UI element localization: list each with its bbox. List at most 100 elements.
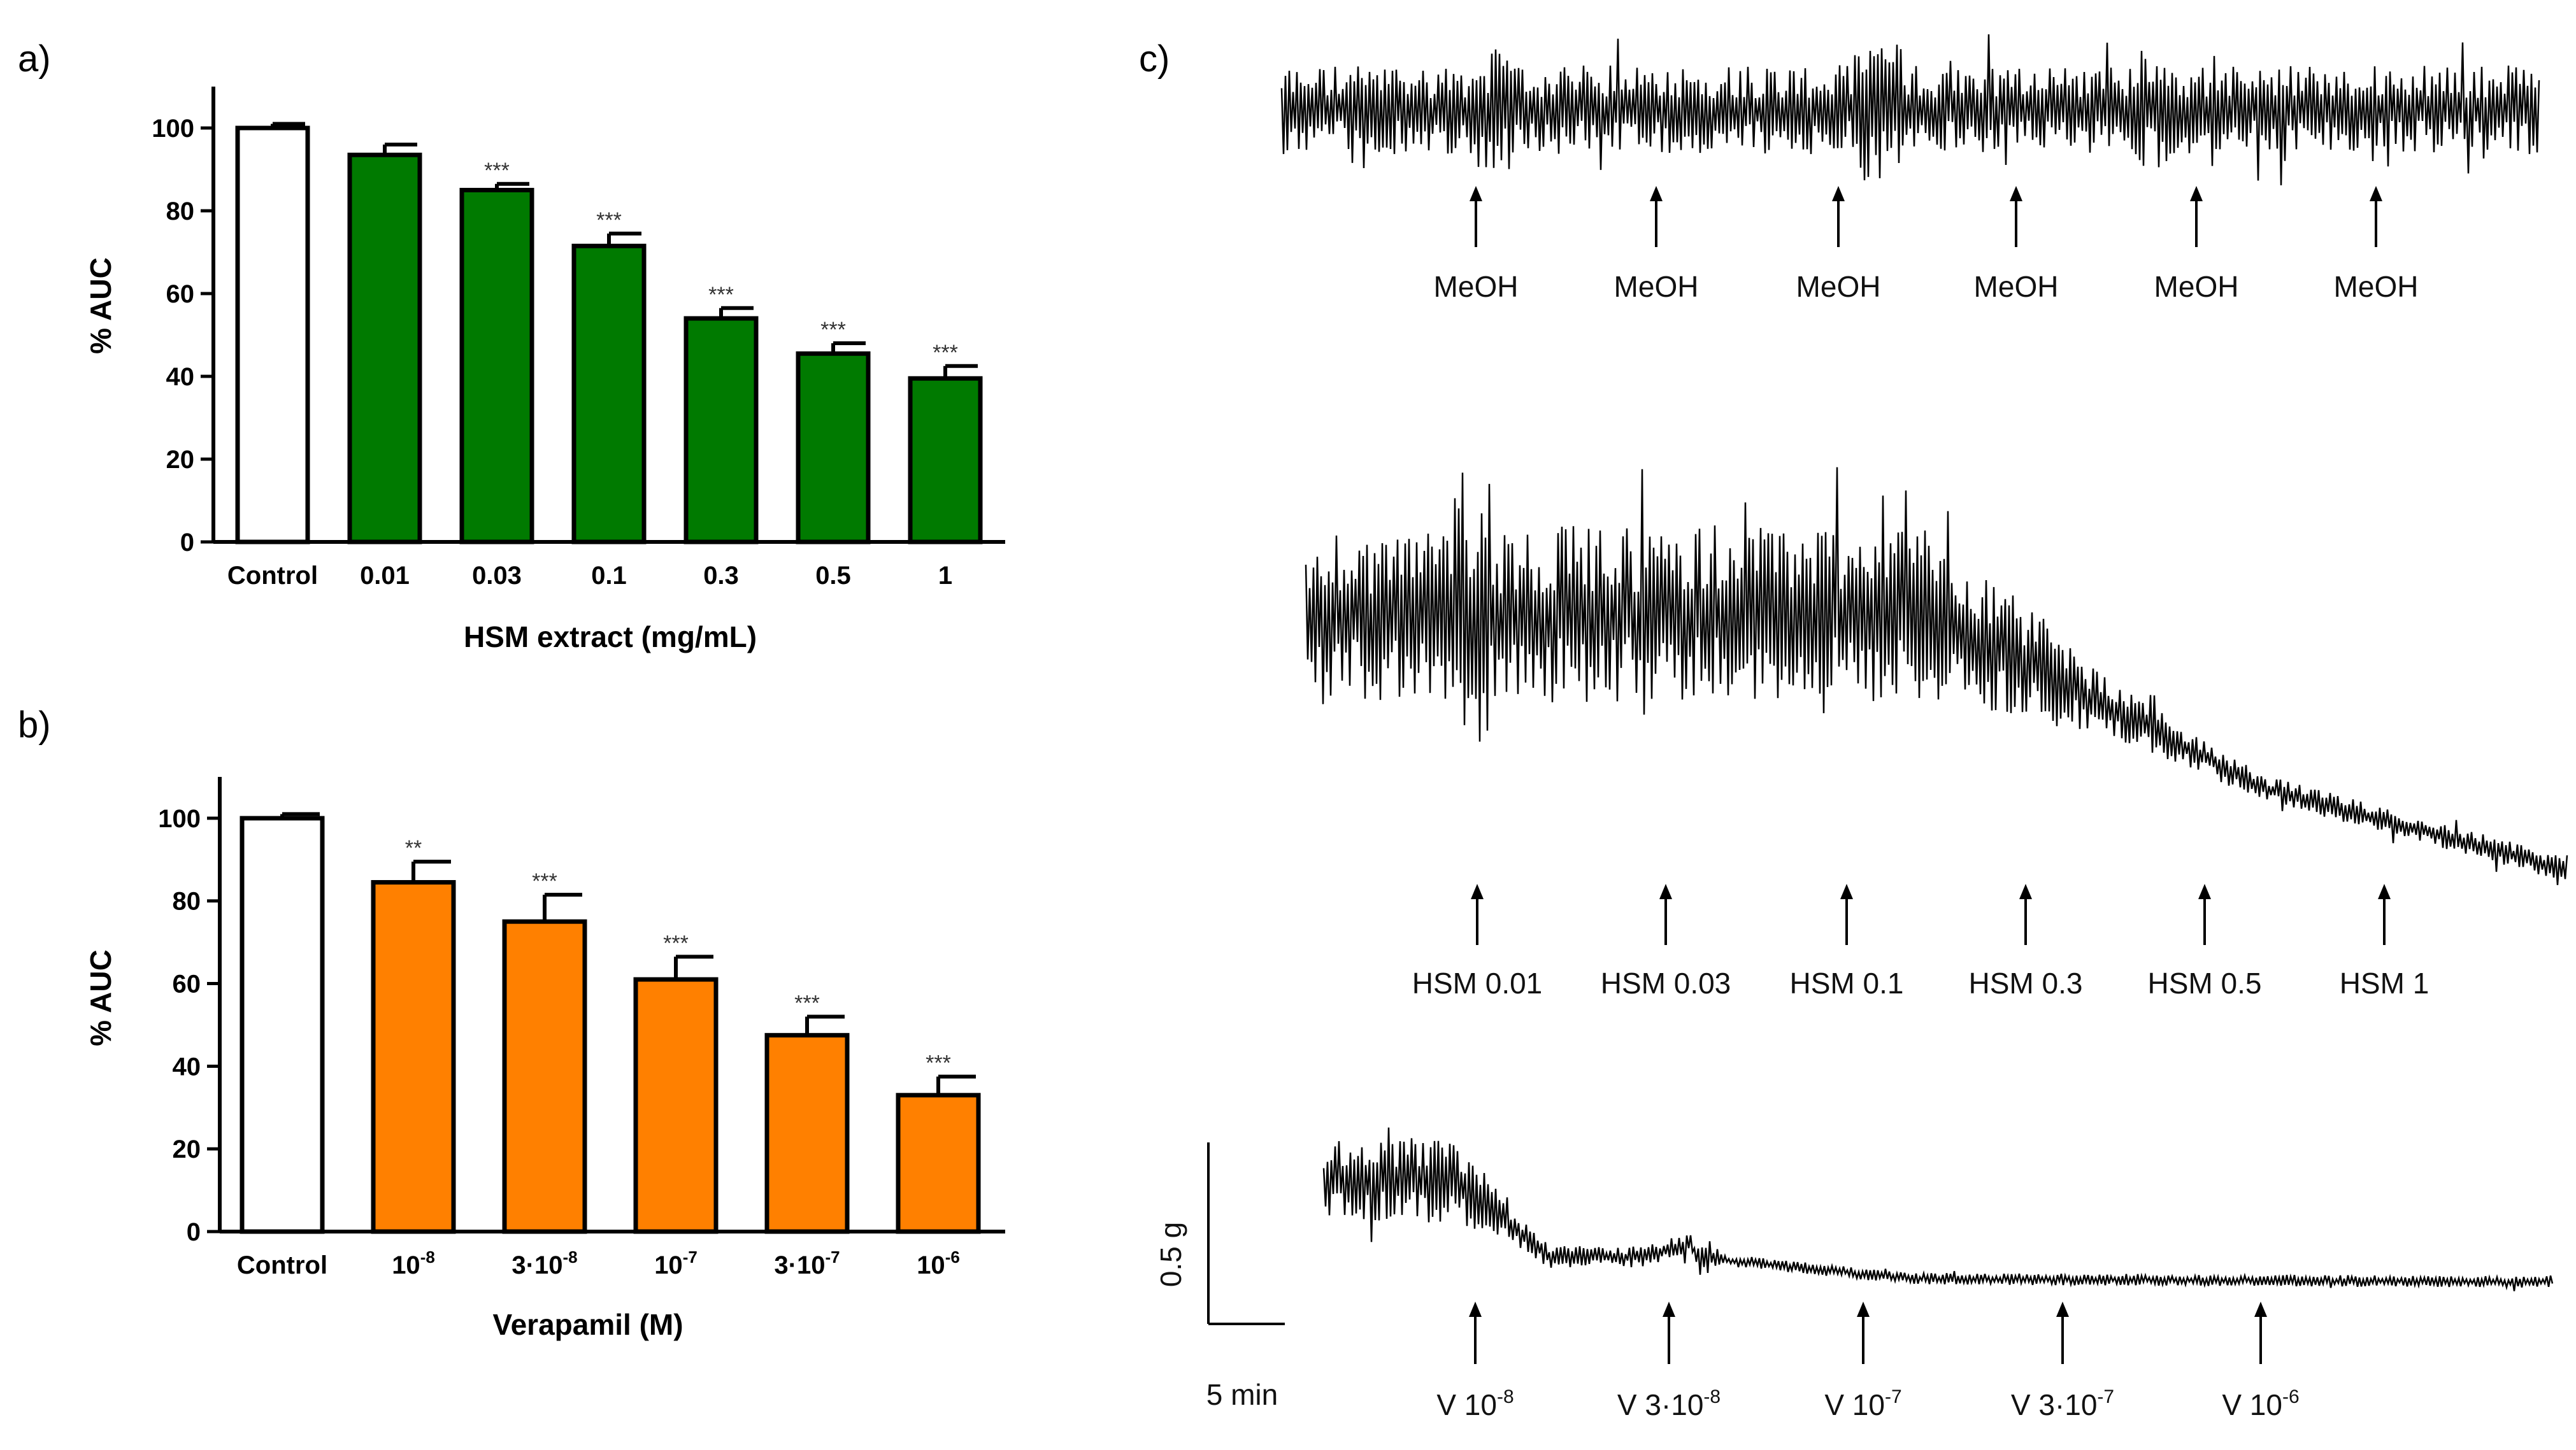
verapamil-marker-label: V 10-6 [2222,1386,2299,1421]
x-tick-label: 10-8 [392,1247,435,1279]
meoh-arrow-head [2190,186,2203,201]
panel-a-y-axis-title: % AUC [84,257,117,354]
panel-a-letter: a) [18,38,51,80]
meoh-trace [1280,34,2540,186]
bar [633,977,719,1234]
verapamil-trace [1322,1127,2554,1291]
bar [796,351,871,544]
significance-label: *** [484,159,510,183]
bar [502,919,587,1234]
hsm-marker-label: HSM 0.03 [1601,967,1731,1000]
verapamil-arrow-head [1857,1302,1870,1317]
meoh-arrow-head [2010,186,2022,201]
x-tick-label: 0.1 [591,562,627,590]
x-tick-label: 0.01 [360,562,410,590]
bar [764,1033,850,1234]
panel-b-y-axis-title: % AUC [84,949,117,1046]
addition-markers: MeOH MeOH MeOH MeOH MeOH MeOH HSM 0.01 HSM 0.03… [1412,186,2429,1421]
verapamil-arrow-head [2254,1302,2267,1317]
meoh-arrow-head [1470,186,1482,201]
bar [459,188,534,544]
hsm-marker-label: HSM 0.3 [1969,967,2083,1000]
y-tick-label: 40 [166,363,195,391]
meoh-arrow-head [1650,186,1663,201]
significance-label: *** [820,318,846,342]
hsm-trace [1305,467,2568,885]
verapamil-arrow-head [2056,1302,2069,1317]
bar [371,880,456,1234]
panel-b-plot-area: 0 20 40 60 80 100 Control ** 10-8 *** 3·10-8 *** 10-… [158,777,1005,1279]
significance-label: ** [405,836,422,860]
bar [235,125,310,544]
meoh-marker-label: MeOH [1796,270,1881,303]
x-tick-label: 0.03 [472,562,522,590]
x-tick-label: 10-6 [917,1247,960,1279]
y-tick-label: 40 [173,1053,201,1081]
y-tick-label: 0 [187,1218,201,1246]
panel-c-letter: c) [1139,38,1170,80]
y-tick-label: 100 [152,115,194,143]
verapamil-marker-label: V 3·10-7 [2011,1386,2114,1421]
y-tick-label: 100 [158,805,201,833]
bar [908,376,983,544]
bar [240,816,325,1234]
recording-traces [1280,34,2568,1291]
x-tick-label: 10-7 [654,1247,698,1279]
significance-label: *** [532,869,557,893]
y-tick-label: 60 [166,280,195,308]
meoh-arrow-head [1832,186,1845,201]
verapamil-arrow-head [1469,1302,1482,1317]
hsm-marker-label: HSM 0.01 [1412,967,1543,1000]
hsm-arrow-head [2019,884,2032,899]
meoh-marker-label: MeOH [2334,270,2419,303]
hsm-marker-label: HSM 0.5 [2148,967,2262,1000]
hsm-marker-label: HSM 1 [2340,967,2429,1000]
hsm-marker-label: HSM 0.1 [1790,967,1904,1000]
bar [571,243,647,544]
panel-a-bar-chart: a) % AUC HSM extract (mg/mL) 02040608010… [18,38,1005,653]
panel-b-letter: b) [18,704,51,746]
y-tick-label: 80 [166,197,195,225]
significance-label: *** [933,341,958,365]
verapamil-marker-label: V 10-8 [1436,1386,1513,1421]
x-tick-label: 0.5 [815,562,851,590]
scale-bar-vertical-label: 0.5 g [1154,1222,1187,1287]
panel-a-plot-area: 0 20 40 60 80 100 Control 0.01 *** 0.03 *** 0.1 *** 0… [152,87,1005,590]
panel-a-x-axis-title: HSM extract (mg/mL) [464,620,757,653]
bar [896,1093,981,1234]
verapamil-arrow-head [1663,1302,1675,1317]
panel-b-x-axis-title: Verapamil (M) [492,1308,683,1341]
meoh-marker-label: MeOH [1614,270,1699,303]
significance-label: *** [926,1051,951,1076]
meoh-arrow-head [2370,186,2382,201]
verapamil-marker-label: V 3·10-8 [1617,1386,1721,1421]
x-tick-label: 3·10-8 [512,1247,577,1279]
x-tick-label: Control [237,1251,327,1279]
x-tick-label: Control [227,562,318,590]
panel-b-bar-chart: b) % AUC Verapamil (M) 0 20 40 60 80 100 Contr… [18,704,1005,1341]
hsm-arrow-head [2198,884,2211,899]
significance-label: *** [596,208,622,232]
significance-label: *** [794,991,820,1015]
y-tick-label: 20 [166,446,195,474]
scale-bar-horizontal-label: 5 min [1206,1378,1278,1411]
x-tick-label: 1 [938,562,952,590]
x-tick-label: 0.3 [703,562,739,590]
hsm-arrow-head [1840,884,1853,899]
bar [347,152,422,544]
scale-bar: 0.5 g 5 min [1154,1142,1285,1411]
significance-label: *** [663,931,689,955]
x-tick-label: 3·10-7 [774,1247,840,1279]
y-tick-label: 0 [180,529,194,557]
meoh-marker-label: MeOH [2154,270,2239,303]
meoh-marker-label: MeOH [1974,270,2059,303]
verapamil-marker-label: V 10-7 [1824,1386,1901,1421]
bar [683,316,759,544]
y-tick-label: 80 [173,888,201,916]
panel-c-tension-recordings: c) MeOH MeOH MeOH MeOH MeOH MeOH HSM 0.01 HSM 0… [1139,34,2568,1421]
y-tick-label: 20 [173,1135,201,1163]
y-tick-label: 60 [173,970,201,999]
hsm-arrow-head [1471,884,1484,899]
hsm-arrow-head [1659,884,1672,899]
